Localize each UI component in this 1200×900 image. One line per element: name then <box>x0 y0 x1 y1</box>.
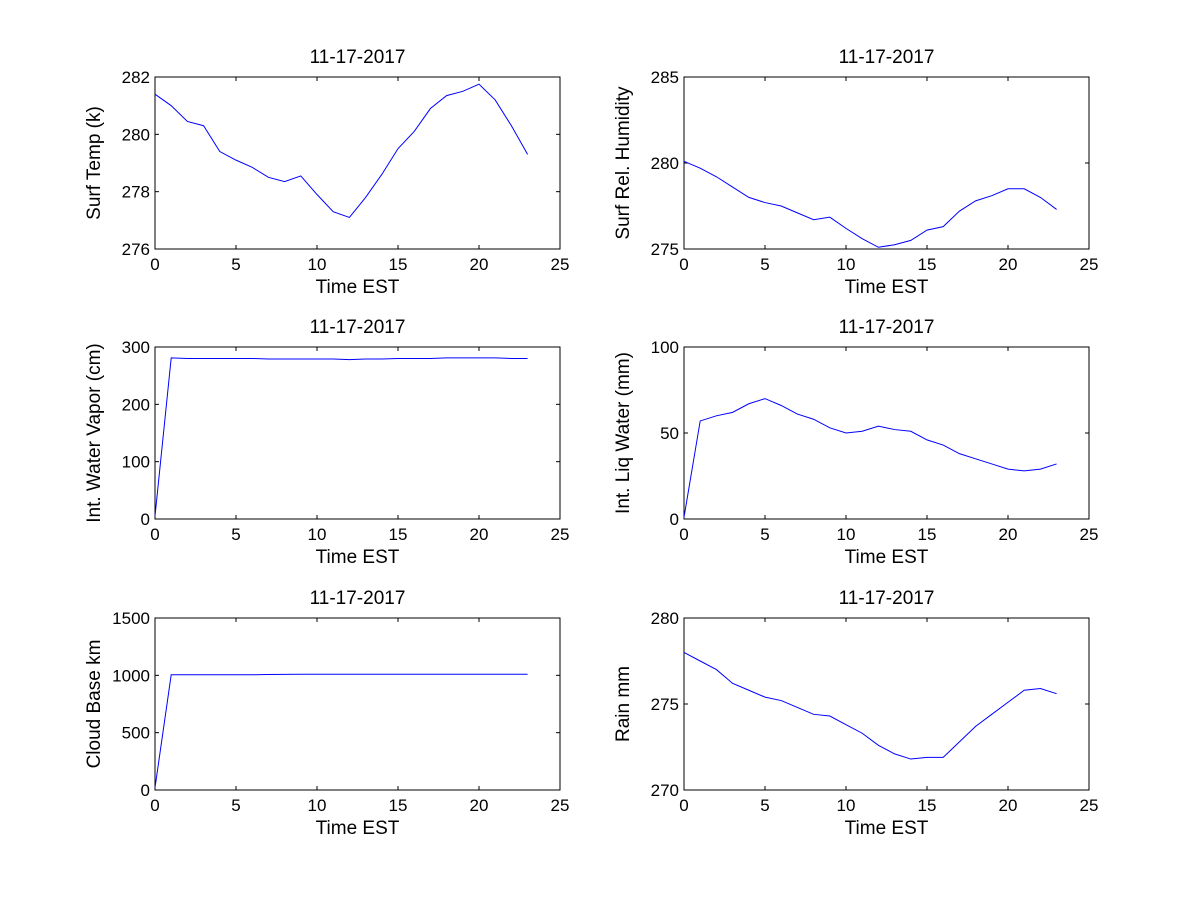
x-tick-label: 5 <box>231 255 240 274</box>
y-tick-label: 276 <box>122 240 150 259</box>
series-line <box>154 357 528 517</box>
x-axis-label: Time EST <box>845 277 929 298</box>
y-tick-label: 200 <box>122 395 150 414</box>
subplot-title: 11-17-2017 <box>310 588 406 609</box>
axes-frame <box>683 346 1090 520</box>
y-tick-label: 275 <box>651 695 679 714</box>
x-tick-label: 25 <box>551 796 570 815</box>
x-tick-label: 25 <box>551 525 570 544</box>
y-axis-label: Int. Liq Water (mm) <box>613 352 634 514</box>
subplot-title: 11-17-2017 <box>310 47 406 68</box>
axes-frame <box>154 76 561 250</box>
x-tick-label: 5 <box>760 796 769 815</box>
y-tick-label: 278 <box>122 183 150 202</box>
y-tick-label: 285 <box>651 68 679 87</box>
x-tick-label: 20 <box>999 796 1018 815</box>
x-tick-label: 0 <box>150 255 159 274</box>
y-axis-label: Int. Water Vapor (cm) <box>84 343 105 522</box>
x-tick-label: 25 <box>1080 255 1099 274</box>
subplot-2: 0 5 10 15 20 25 275 280 285 11-17-2017 Time EST Sur… <box>613 47 1098 298</box>
y-tick-label: 0 <box>141 781 150 800</box>
x-tick-label: 15 <box>389 796 408 815</box>
y-tick-label: 100 <box>122 453 150 472</box>
y-tick-label: 282 <box>122 68 150 87</box>
x-tick-label: 15 <box>918 255 937 274</box>
y-axis-label: Cloud Base km <box>84 640 105 769</box>
y-tick-label: 50 <box>660 424 679 443</box>
x-tick-label: 5 <box>231 525 240 544</box>
y-tick-label: 100 <box>651 338 679 357</box>
x-tick-label: 5 <box>760 525 769 544</box>
x-tick-label: 0 <box>150 796 159 815</box>
subplot-title: 11-17-2017 <box>839 588 935 609</box>
x-tick-label: 15 <box>918 525 937 544</box>
x-tick-label: 25 <box>1080 525 1099 544</box>
y-tick-label: 1000 <box>112 666 150 685</box>
x-tick-label: 15 <box>918 796 937 815</box>
y-axis-label: Surf Rel. Humidity <box>613 86 634 240</box>
x-tick-label: 20 <box>470 796 489 815</box>
x-tick-label: 0 <box>679 796 688 815</box>
y-axis-label: Surf Temp (k) <box>84 106 105 220</box>
y-tick-label: 280 <box>651 609 679 628</box>
x-tick-label: 15 <box>389 525 408 544</box>
x-tick-label: 10 <box>308 796 327 815</box>
y-tick-label: 0 <box>670 510 679 529</box>
x-tick-label: 10 <box>837 525 856 544</box>
series-line <box>683 160 1057 248</box>
x-tick-label: 0 <box>679 525 688 544</box>
y-tick-label: 0 <box>141 510 150 529</box>
y-tick-label: 280 <box>122 125 150 144</box>
subplot-title: 11-17-2017 <box>310 317 406 338</box>
series-line <box>683 398 1057 518</box>
y-axis-label: Rain mm <box>613 666 634 742</box>
x-tick-label: 15 <box>389 255 408 274</box>
x-tick-label: 20 <box>470 255 489 274</box>
series-line <box>683 651 1057 760</box>
y-tick-label: 275 <box>651 240 679 259</box>
axes-frame <box>154 617 561 791</box>
subplot-1: 0 5 10 15 20 25 276 278 280 282 11-17-2017 Time EST… <box>84 47 569 298</box>
x-tick-label: 20 <box>999 255 1018 274</box>
series-line <box>154 83 529 219</box>
y-tick-label: 500 <box>122 724 150 743</box>
x-tick-label: 20 <box>470 525 489 544</box>
x-tick-label: 0 <box>679 255 688 274</box>
axes-frame <box>154 346 561 520</box>
subplot-title: 11-17-2017 <box>839 47 935 68</box>
x-tick-label: 5 <box>231 796 240 815</box>
x-tick-label: 10 <box>837 255 856 274</box>
y-tick-label: 1500 <box>112 609 150 628</box>
x-tick-label: 10 <box>837 796 856 815</box>
x-tick-label: 0 <box>150 525 159 544</box>
x-axis-label: Time EST <box>316 277 400 298</box>
x-axis-label: Time EST <box>316 818 400 839</box>
subplot-3: 0 5 10 15 20 25 0 100 200 300 11-17-2017 Time EST In… <box>84 317 569 568</box>
y-tick-label: 300 <box>122 338 150 357</box>
x-tick-label: 10 <box>308 255 327 274</box>
subplot-5: 0 5 10 15 20 25 0 500 1000 1500 11-17-2017 Time EST… <box>84 588 569 839</box>
x-tick-label: 20 <box>999 525 1018 544</box>
x-axis-label: Time EST <box>845 818 929 839</box>
x-tick-label: 25 <box>1080 796 1099 815</box>
x-tick-label: 10 <box>308 525 327 544</box>
x-tick-label: 25 <box>551 255 570 274</box>
y-tick-label: 270 <box>651 781 679 800</box>
x-axis-label: Time EST <box>316 547 400 568</box>
y-tick-label: 280 <box>651 154 679 173</box>
subplot-4: 0 5 10 15 20 25 0 50 100 11-17-2017 Time EST Int. L… <box>613 317 1098 568</box>
axes-frame <box>683 617 1090 791</box>
subplot-title: 11-17-2017 <box>839 317 935 338</box>
x-tick-label: 5 <box>760 255 769 274</box>
axes-frame <box>683 76 1090 250</box>
x-axis-label: Time EST <box>845 547 929 568</box>
subplot-6: 0 5 10 15 20 25 270 275 280 11-17-2017 Time EST Rai… <box>613 588 1098 839</box>
series-line <box>154 673 528 788</box>
